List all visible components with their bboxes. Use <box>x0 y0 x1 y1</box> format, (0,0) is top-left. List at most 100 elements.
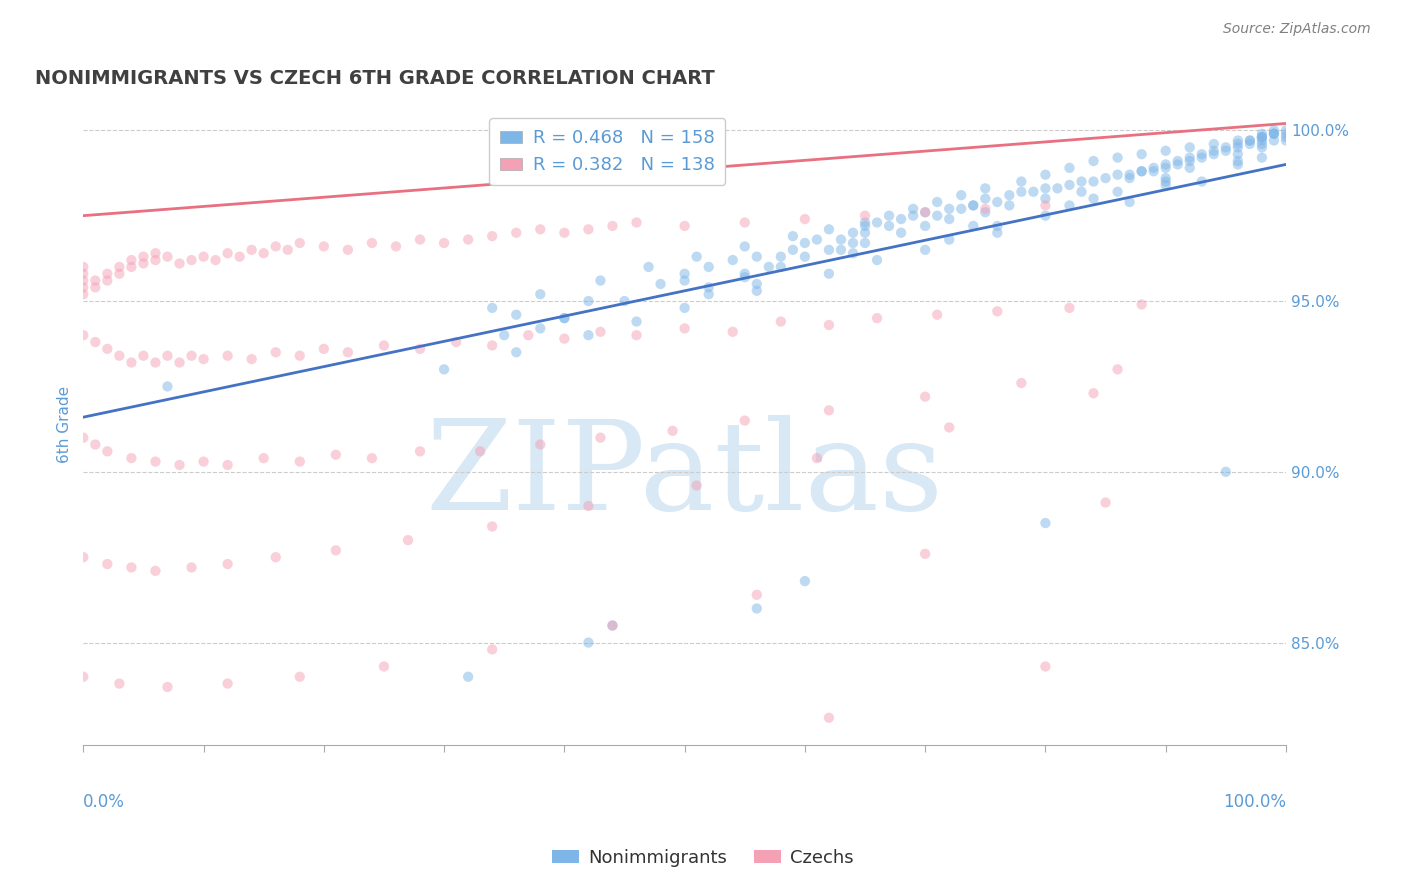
Point <box>1239 134 1261 148</box>
Point <box>494 328 516 343</box>
Point <box>818 243 841 257</box>
Point <box>1275 127 1298 141</box>
Point <box>626 314 648 328</box>
Point <box>1118 171 1140 186</box>
Point <box>974 205 997 219</box>
Point <box>96 557 118 571</box>
Y-axis label: 6th Grade: 6th Grade <box>58 385 72 463</box>
Point <box>1263 134 1285 148</box>
Point <box>793 235 815 250</box>
Point <box>529 287 551 301</box>
Point <box>1154 157 1177 171</box>
Point <box>1035 181 1057 195</box>
Point <box>650 277 672 291</box>
Point <box>84 796 107 810</box>
Point <box>145 246 167 260</box>
Point <box>866 215 889 229</box>
Point <box>481 519 503 533</box>
Point <box>626 328 648 343</box>
Point <box>1178 140 1201 154</box>
Point <box>1251 151 1274 165</box>
Point <box>818 222 841 236</box>
Point <box>72 431 94 445</box>
Point <box>169 256 191 270</box>
Point <box>974 181 997 195</box>
Point <box>228 250 250 264</box>
Point <box>986 219 1008 233</box>
Point <box>1239 134 1261 148</box>
Point <box>721 253 744 268</box>
Point <box>72 287 94 301</box>
Point <box>950 188 973 202</box>
Point <box>793 250 815 264</box>
Point <box>1263 123 1285 137</box>
Point <box>1083 174 1105 188</box>
Point <box>553 226 575 240</box>
Point <box>734 270 756 285</box>
Point <box>877 219 900 233</box>
Point <box>938 420 960 434</box>
Point <box>277 796 299 810</box>
Point <box>553 332 575 346</box>
Point <box>553 311 575 326</box>
Point <box>156 349 179 363</box>
Point <box>145 564 167 578</box>
Point <box>1251 130 1274 145</box>
Text: ZIPatlas: ZIPatlas <box>426 415 943 536</box>
Point <box>1070 185 1092 199</box>
Point <box>1035 198 1057 212</box>
Point <box>193 250 215 264</box>
Point <box>1167 154 1189 169</box>
Point <box>217 246 239 260</box>
Point <box>697 260 720 274</box>
Point <box>745 588 768 602</box>
Point <box>745 601 768 615</box>
Point <box>1083 192 1105 206</box>
Point <box>974 192 997 206</box>
Point <box>1154 144 1177 158</box>
Point <box>517 328 540 343</box>
Point <box>782 243 804 257</box>
Point <box>818 318 841 332</box>
Point <box>578 222 600 236</box>
Point <box>998 188 1021 202</box>
Point <box>734 215 756 229</box>
Point <box>72 260 94 274</box>
Point <box>938 212 960 227</box>
Point <box>84 437 107 451</box>
Point <box>1035 168 1057 182</box>
Point <box>673 267 696 281</box>
Point <box>842 246 865 260</box>
Point <box>325 448 347 462</box>
Point <box>1167 157 1189 171</box>
Point <box>1251 134 1274 148</box>
Point <box>373 338 395 352</box>
Point <box>180 560 202 574</box>
Point <box>553 311 575 326</box>
Point <box>782 229 804 244</box>
Point <box>336 243 359 257</box>
Point <box>1130 164 1153 178</box>
Point <box>1059 178 1081 192</box>
Point <box>1178 154 1201 169</box>
Point <box>769 250 792 264</box>
Point <box>830 243 852 257</box>
Point <box>578 499 600 513</box>
Point <box>1107 185 1129 199</box>
Point <box>673 301 696 315</box>
Point <box>156 680 179 694</box>
Point <box>156 379 179 393</box>
Point <box>72 670 94 684</box>
Point <box>1191 151 1213 165</box>
Point <box>1202 147 1225 161</box>
Point <box>842 235 865 250</box>
Point <box>409 233 432 247</box>
Point <box>1226 136 1249 151</box>
Point <box>409 444 432 458</box>
Point <box>108 676 131 690</box>
Point <box>890 226 912 240</box>
Point <box>578 635 600 649</box>
Point <box>1130 297 1153 311</box>
Point <box>217 349 239 363</box>
Point <box>132 256 155 270</box>
